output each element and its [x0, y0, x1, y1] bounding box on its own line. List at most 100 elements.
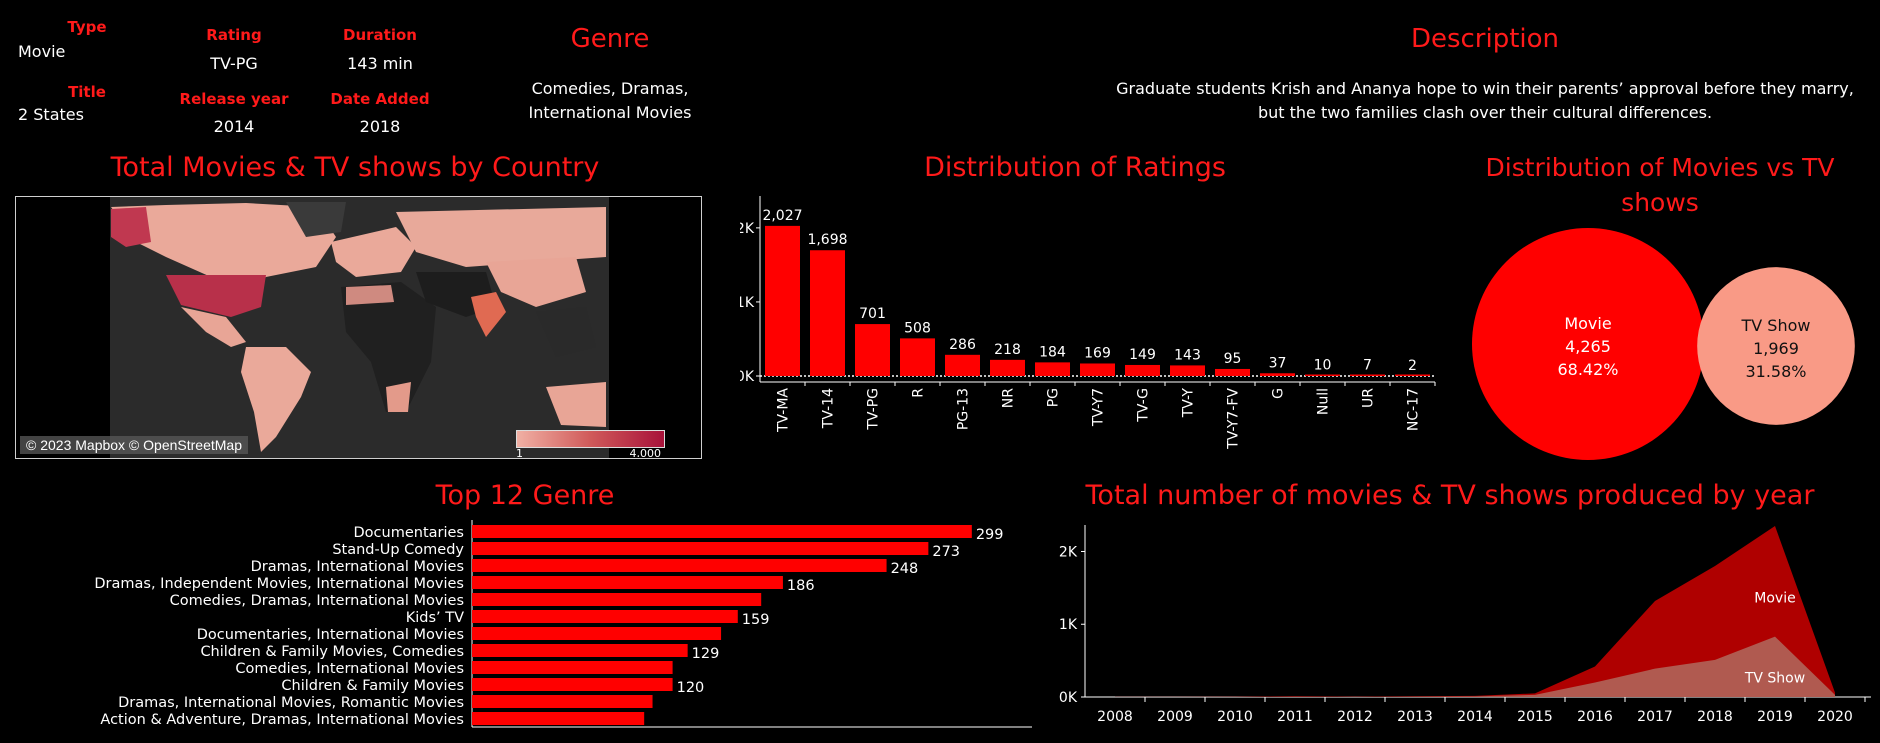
genre-bar — [472, 542, 929, 555]
duration-value: 143 min — [347, 54, 413, 71]
rating-value: TV-PG — [210, 54, 258, 71]
genre-bar — [472, 695, 653, 708]
year-chart-title: Total number of movies & TV shows produc… — [1085, 480, 1815, 511]
bubble-tvshow — [1697, 267, 1855, 425]
year-x-tick: 2019 — [1757, 709, 1793, 725]
country-map[interactable]: © 2023 Mapbox © OpenStreetMap 1 4,000 — [15, 196, 702, 459]
description-heading: Description — [1410, 24, 1560, 54]
genre-bar — [472, 627, 722, 640]
genre-category-label: Comedies, International Movies — [235, 661, 464, 677]
year-series-label: TV Show — [1744, 670, 1805, 686]
genre-bar — [472, 644, 688, 657]
type-label: Type — [67, 18, 107, 36]
genre-bar — [472, 559, 887, 572]
ratings-category-label: TV-G — [1136, 388, 1152, 423]
ratings-bar — [810, 250, 845, 376]
ratings-category-label: Null — [1316, 388, 1332, 415]
ratings-bar — [990, 359, 1025, 376]
genre-category-label: Comedies, Dramas, International Movies — [170, 593, 464, 609]
genre-value-label: 120 — [677, 680, 705, 696]
ratings-value-label: 37 — [1269, 355, 1287, 371]
ratings-chart: 0K 1K 2K 2,027 TV-MA 1,698 TV-14 701 TV-PG 508 R 28… — [740, 196, 1436, 450]
genre-bar — [472, 525, 972, 538]
ratings-y-tick: 2K — [740, 221, 755, 237]
bubble-share: 68.42% — [1557, 360, 1618, 379]
year-x-tick: 2008 — [1097, 709, 1133, 725]
genre-category-label: Kids’ TV — [406, 610, 464, 626]
year-x-tick: 2010 — [1217, 709, 1253, 725]
year-x-tick: 2014 — [1457, 709, 1493, 725]
genre-value-label: 273 — [932, 544, 960, 560]
map-title: Total Movies & TV shows by Country — [110, 152, 600, 183]
ratings-value-label: 10 — [1314, 357, 1332, 373]
ratings-bar — [1080, 363, 1115, 376]
ratings-bar — [1170, 365, 1205, 376]
year-y-tick: 1K — [1059, 617, 1078, 633]
bubble-label: Movie — [1564, 314, 1611, 333]
genre-category-label: Documentaries — [354, 525, 464, 541]
ratings-bar — [1350, 374, 1385, 376]
ratings-value-label: 218 — [994, 342, 1021, 358]
genre-value: Comedies, Dramas, International Movies — [528, 79, 692, 122]
ratings-bar — [1125, 364, 1160, 376]
genre-chart: Documentaries 299 Stand-Up Comedy 273 Dramas… — [94, 520, 1032, 728]
map-legend-low: 1 — [516, 447, 523, 457]
ratings-category-label: G — [1271, 388, 1287, 399]
year-x-tick: 2020 — [1817, 709, 1853, 725]
ratings-value-label: 286 — [949, 337, 976, 353]
genre-value-label: 248 — [891, 561, 919, 577]
ratings-value-label: 143 — [1174, 347, 1201, 363]
ratings-y-tick: 0K — [740, 369, 755, 385]
genre-value-label: 159 — [742, 612, 770, 628]
date-added-value: 2018 — [359, 117, 401, 134]
year-x-tick: 2016 — [1577, 709, 1613, 725]
ratings-category-label: TV-Y7 — [1091, 388, 1107, 427]
ratings-bar — [1395, 374, 1430, 376]
bubble-value: 4,265 — [1565, 337, 1611, 356]
genre-category-label: Documentaries, International Movies — [197, 627, 464, 643]
genre-category-label: Stand-Up Comedy — [332, 542, 464, 558]
type-share-chart: Movie 4,265 68.42% TV Show 1,969 31.58% — [1472, 228, 1855, 460]
ratings-bar — [765, 225, 800, 376]
bubble-label: TV Show — [1741, 316, 1811, 335]
genre-value-label: 299 — [976, 527, 1004, 543]
ratings-value-label: 1,698 — [807, 232, 847, 248]
ratings-title: Distribution of Ratings — [924, 152, 1226, 183]
year-x-tick: 2018 — [1697, 709, 1733, 725]
ratings-category-label: TV-14 — [821, 388, 837, 429]
map-legend-bar — [516, 430, 665, 448]
ratings-value-label: 508 — [904, 320, 931, 336]
ratings-value-label: 184 — [1039, 344, 1066, 360]
duration-label: Duration — [343, 26, 417, 44]
ratings-category-label: UR — [1361, 388, 1377, 408]
bubble-share: 31.58% — [1745, 362, 1806, 381]
year-x-tick: 2017 — [1637, 709, 1673, 725]
bubble-movie — [1472, 228, 1704, 460]
genre-value-label: 129 — [692, 646, 720, 662]
genre-bar — [472, 610, 738, 623]
description-value: Graduate students Krish and Ananya hope … — [1116, 79, 1854, 122]
type-value: Movie — [18, 42, 66, 61]
world-map — [16, 197, 701, 458]
year-x-tick: 2009 — [1157, 709, 1193, 725]
year-series-label: Movie — [1754, 590, 1795, 606]
ratings-y-tick: 1K — [740, 295, 755, 311]
genre-bar — [472, 712, 645, 725]
map-legend-labels: 1 4,000 — [516, 447, 663, 457]
title-label: Title — [68, 83, 106, 101]
genre-bar — [472, 576, 783, 589]
release-year-value: 2014 — [213, 117, 255, 134]
year-area-tvshow — [1115, 636, 1835, 697]
ratings-category-label: PG — [1046, 388, 1062, 407]
ratings-bar — [945, 354, 980, 376]
title-value: 2 States — [18, 105, 84, 124]
year-x-tick: 2013 — [1397, 709, 1433, 725]
genre-value-label: 186 — [787, 578, 815, 594]
date-added-label: Date Added — [330, 90, 430, 108]
year-y-tick: 0K — [1059, 690, 1078, 706]
year-x-tick: 2011 — [1277, 709, 1313, 725]
ratings-category-label: TV-PG — [866, 388, 882, 431]
genre-bar — [472, 678, 673, 691]
genre-category-label: Dramas, International Movies, Romantic M… — [118, 695, 464, 711]
genre-bar — [472, 593, 762, 606]
